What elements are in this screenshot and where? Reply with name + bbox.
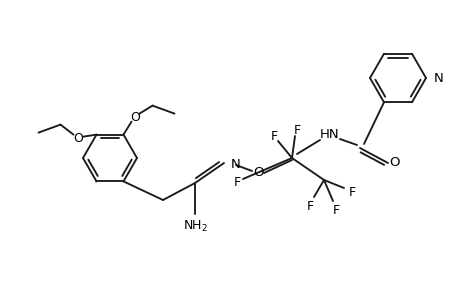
Text: N: N [230,158,240,170]
Text: NH$_2$: NH$_2$ [182,218,207,233]
Text: O: O [73,132,83,145]
Text: F: F [270,130,277,142]
Text: O: O [130,111,140,124]
Text: F: F [233,176,240,190]
Text: F: F [347,185,355,199]
Text: F: F [332,203,339,217]
Text: O: O [389,157,399,169]
Text: O: O [253,167,263,179]
Text: HN: HN [319,128,339,142]
Text: F: F [306,200,313,212]
Text: F: F [293,124,300,136]
Text: N: N [433,71,443,85]
